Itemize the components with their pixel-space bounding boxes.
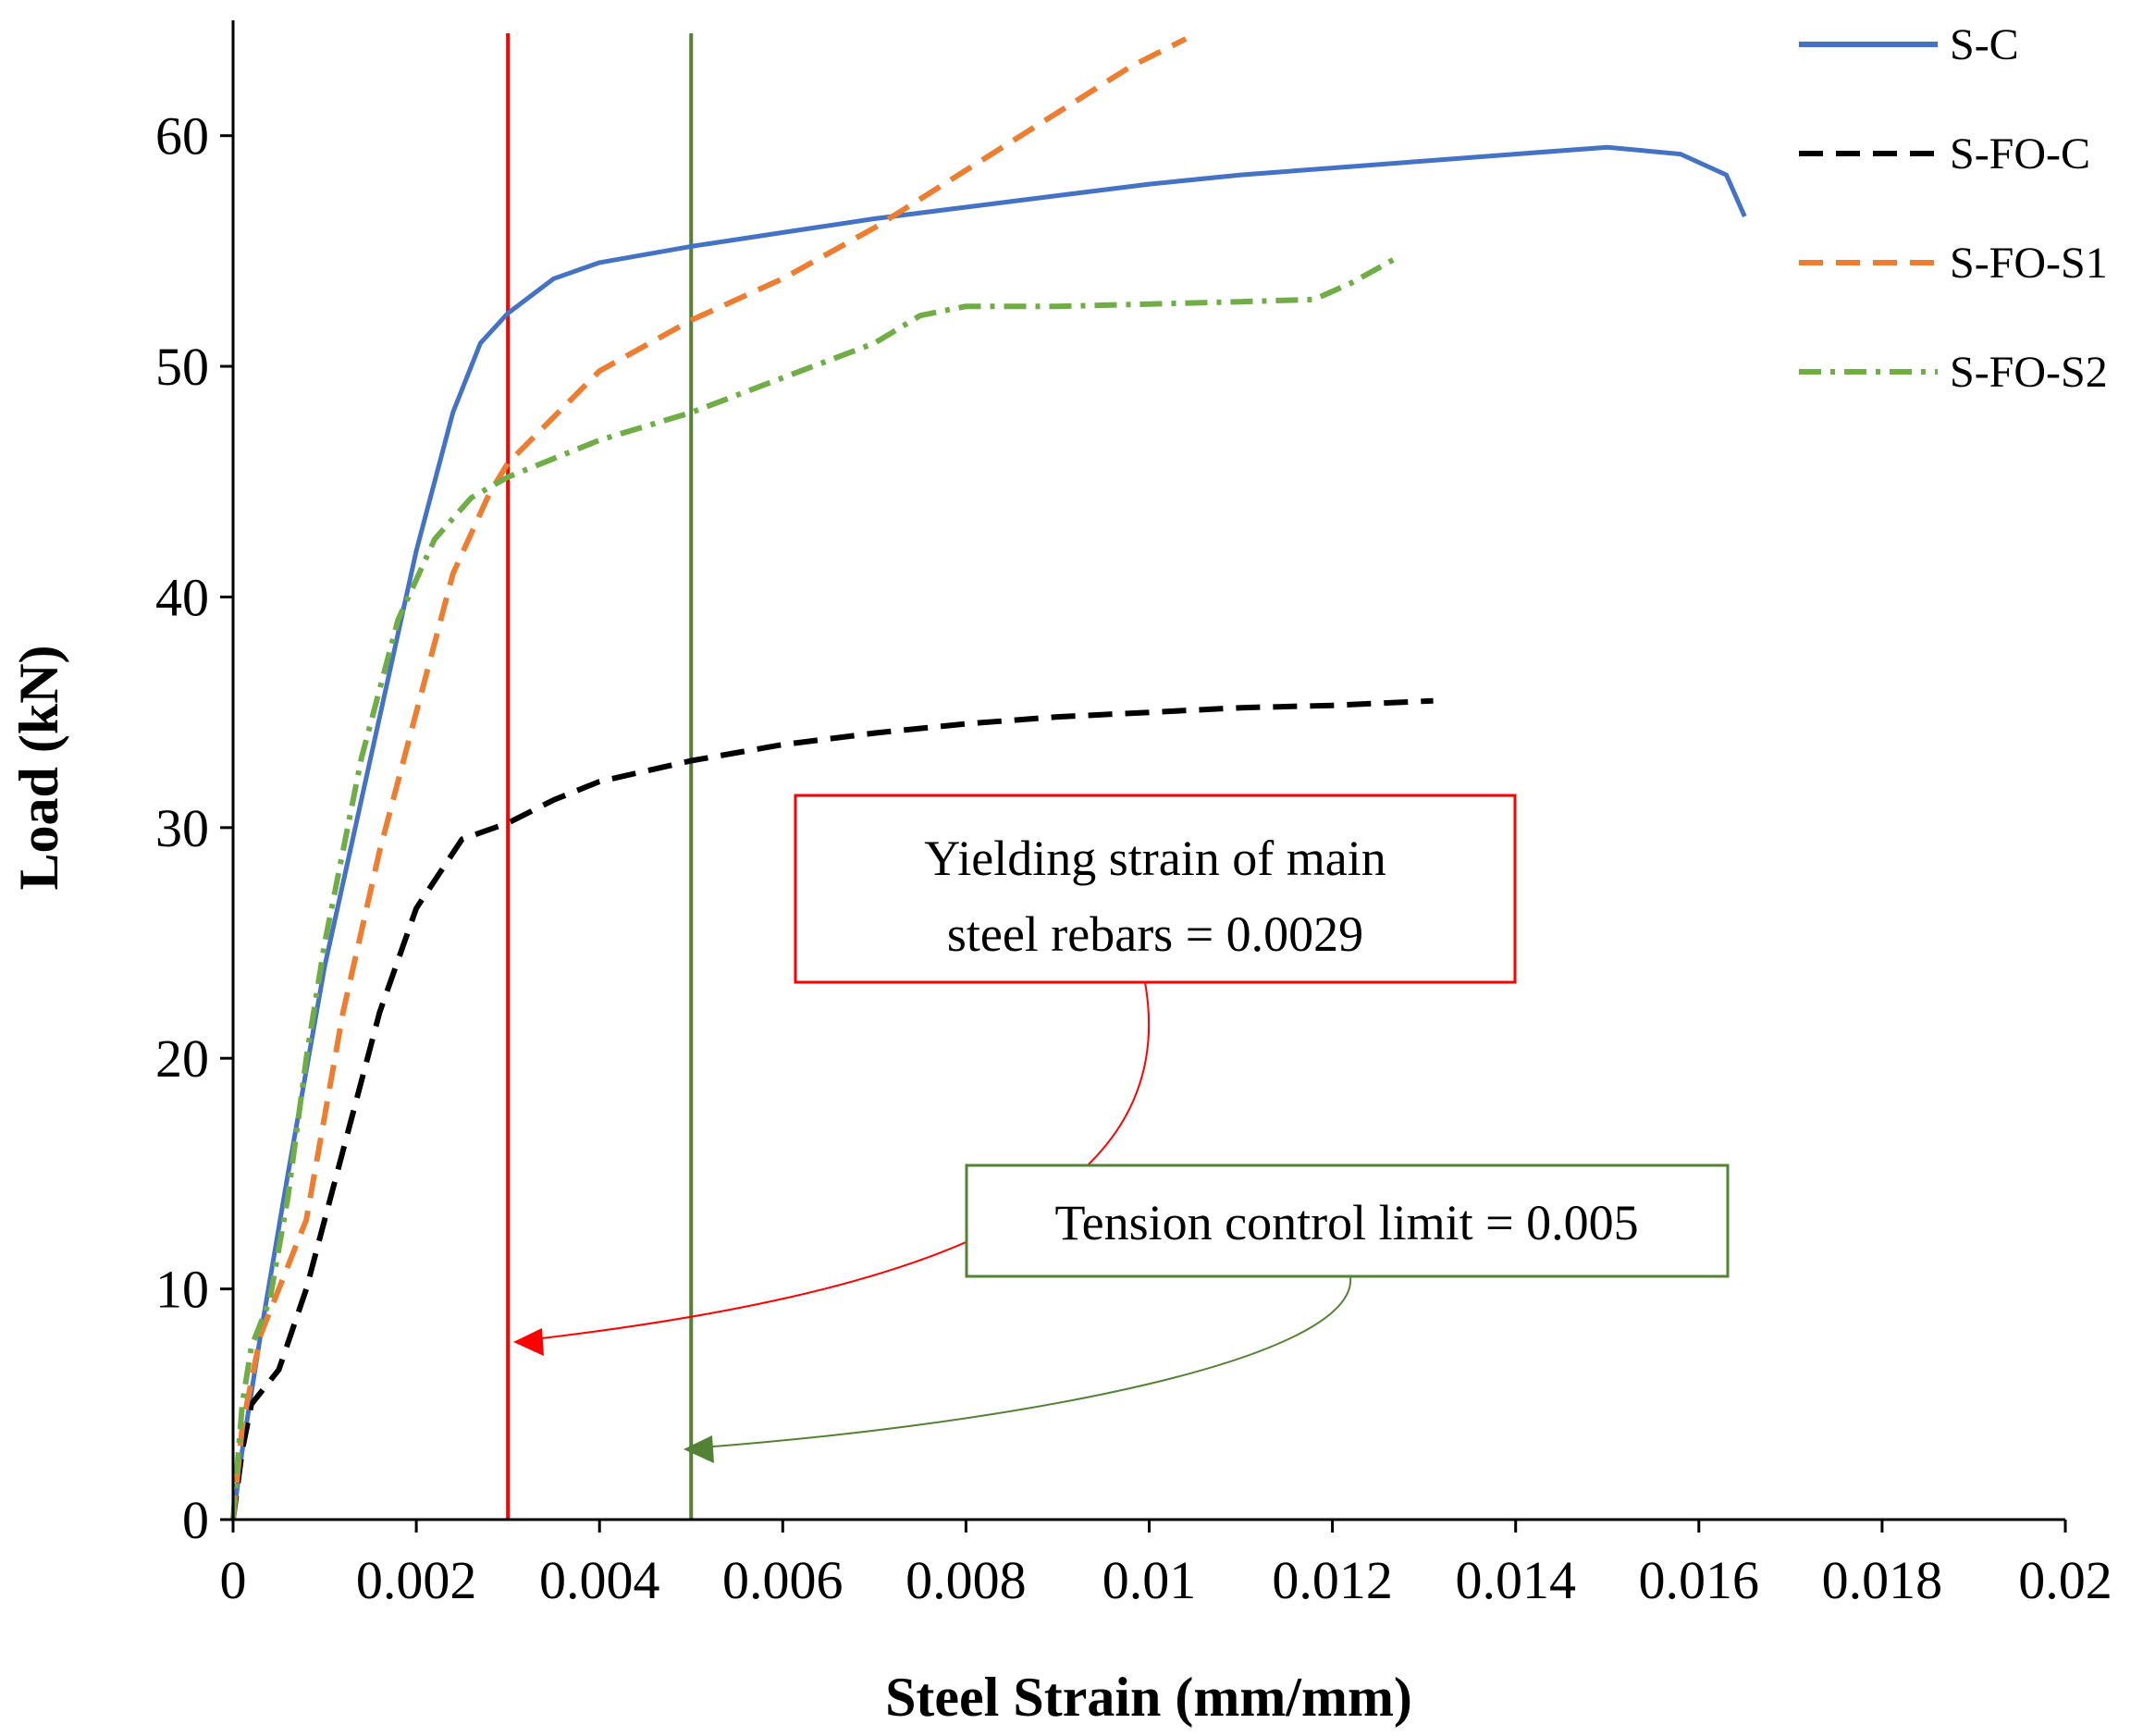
series-line-s-fo-s2	[230, 255, 1398, 1521]
annotation-yield-leader	[517, 981, 1151, 1342]
y-tick-label: 10	[155, 1260, 209, 1320]
y-tick-label: 30	[155, 798, 209, 858]
y-tick-label: 20	[155, 1028, 209, 1089]
series-line-s-fo-s1	[230, 36, 1188, 1521]
annotation-tension-line-1: Tension control limit = 0.005	[1054, 1195, 1638, 1250]
x-tick-label: 0.02	[2018, 1550, 2112, 1610]
y-tick-labels: 0 10 20 30 40 50 60	[155, 106, 233, 1550]
legend-label-s-fo-s2: S-FO-S2	[1950, 348, 2108, 397]
legend-label-s-fo-c: S-FO-C	[1950, 129, 2090, 179]
annotation-tension-box	[965, 1163, 1730, 1278]
x-tick-label: 0.01	[1102, 1550, 1197, 1610]
series-line-s-fo-c	[230, 697, 1434, 1521]
reference-lines	[506, 33, 694, 1520]
x-tick-label: 0.014	[1455, 1550, 1576, 1610]
legend-label-s-c: S-C	[1950, 20, 2019, 69]
annotation-yield-arrowhead	[513, 1328, 544, 1356]
x-tick-label: 0.016	[1639, 1550, 1760, 1610]
annotation-yield-line-1: Yielding strain of main	[924, 831, 1386, 886]
x-tick-label: 0.004	[539, 1550, 660, 1610]
x-tick-labels: 0 0.002 0.004 0.006 0.008 0.01 0.012 0.014 0.016…	[220, 1520, 2112, 1610]
legend-label-s-fo-s1: S-FO-S1	[1950, 239, 2108, 288]
x-axis-title: Steel Strain (mm/mm)	[885, 1667, 1412, 1728]
series-line-s-c	[230, 144, 1747, 1521]
y-tick-label: 0	[182, 1490, 209, 1550]
x-tick-label: 0.006	[722, 1550, 844, 1610]
legend: S-C S-FO-C S-FO-S1 S-FO-S2	[1799, 20, 2108, 397]
y-tick-label: 50	[155, 337, 209, 397]
annotation-tension-leader	[688, 1275, 1352, 1449]
annotation-tension-limit: Tension control limit = 0.005	[684, 1163, 1730, 1463]
x-tick-label: 0.012	[1272, 1550, 1393, 1610]
y-tick-label: 40	[155, 567, 209, 627]
x-tick-label: 0.008	[905, 1550, 1027, 1610]
annotation-yield-box	[794, 794, 1517, 984]
y-axis-title: Load (kN)	[8, 645, 69, 890]
annotation-tension-arrowhead	[684, 1435, 714, 1463]
x-tick-label: 0	[220, 1550, 247, 1610]
y-tick-label: 60	[155, 106, 209, 166]
annotation-yield-line-2: steel rebars = 0.0029	[947, 906, 1363, 962]
series-layer	[230, 36, 1747, 1521]
x-tick-label: 0.002	[356, 1550, 477, 1610]
x-tick-label: 0.018	[1822, 1550, 1943, 1610]
